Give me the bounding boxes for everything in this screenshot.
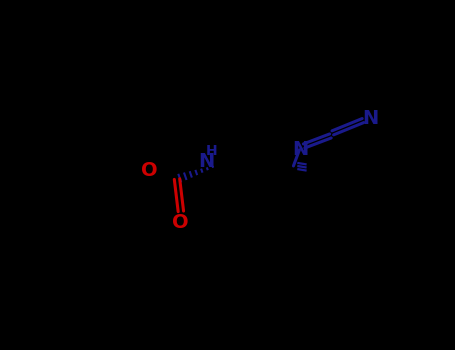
Text: N: N [362, 109, 378, 128]
Text: N: N [198, 152, 215, 171]
Text: O: O [172, 213, 188, 232]
Text: N: N [292, 140, 308, 159]
Text: H: H [206, 144, 217, 158]
Text: O: O [141, 161, 157, 180]
